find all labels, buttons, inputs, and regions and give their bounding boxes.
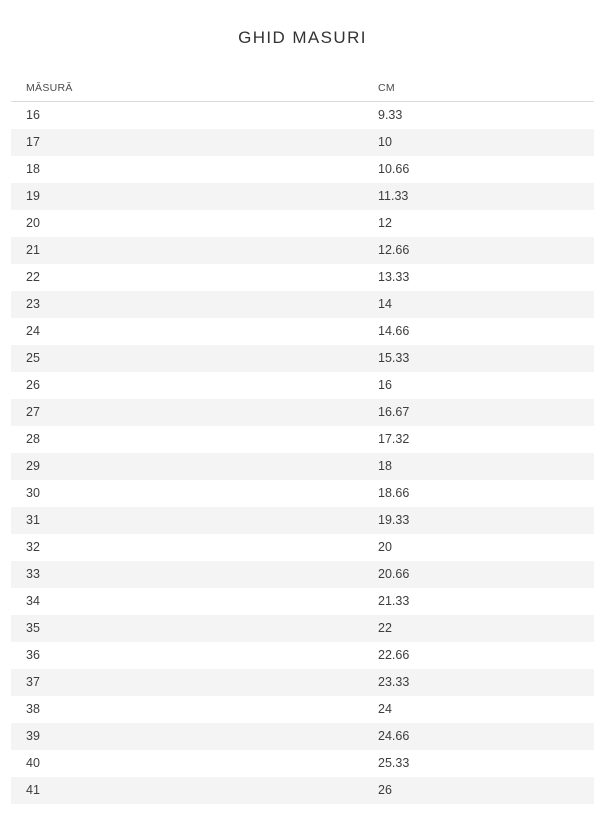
cell-cm: 18 [378,459,392,473]
cell-cm: 20.66 [378,567,410,581]
table-row: 26 16 [11,372,594,399]
cell-size: 18 [26,162,40,176]
table-row: 34 21.33 [11,588,594,615]
table-row: 38 24 [11,696,594,723]
cell-cm: 16.67 [378,405,410,419]
table-row: 31 19.33 [11,507,594,534]
table-row: 19 11.33 [11,183,594,210]
cell-cm: 11.33 [378,189,409,203]
cell-size: 25 [26,351,40,365]
cell-size: 24 [26,324,40,338]
cell-cm: 14 [378,297,392,311]
table-row: 35 22 [11,615,594,642]
column-header-cm: CM [363,82,594,102]
cell-cm: 13.33 [378,270,410,284]
cell-cm: 12 [378,216,392,230]
cell-size: 29 [26,459,40,473]
table-row: 39 24.66 [11,723,594,750]
table-row: 22 13.33 [11,264,594,291]
cell-size: 40 [26,756,40,770]
table-row: 24 14.66 [11,318,594,345]
column-header-size: MĂSURĂ [11,82,363,102]
cell-cm: 22.66 [378,648,410,662]
cell-cm: 22 [378,621,392,635]
cell-cm: 26 [378,783,392,797]
cell-size: 26 [26,378,40,392]
table-row: 40 25.33 [11,750,594,777]
cell-cm: 21.33 [378,594,410,608]
cell-size: 34 [26,594,40,608]
cell-cm: 17.32 [378,432,410,446]
table-body: 16 9.33 17 10 18 10.66 19 11.33 20 12 21 12.66 22 13.… [11,101,594,804]
cell-size: 39 [26,729,40,743]
table-row: 41 26 [11,777,594,804]
cell-size: 22 [26,270,40,284]
cell-size: 36 [26,648,40,662]
table-row: 32 20 [11,534,594,561]
cell-size: 17 [26,135,40,149]
table-row: 28 17.32 [11,426,594,453]
cell-size: 19 [26,189,40,203]
cell-size: 33 [26,567,40,581]
cell-cm: 10.66 [378,162,410,176]
cell-cm: 20 [378,540,392,554]
cell-size: 23 [26,297,40,311]
size-guide-table: MĂSURĂ CM 16 9.33 17 10 18 10.66 19 11.33 20 12 21… [11,82,594,804]
cell-size: 28 [26,432,40,446]
cell-size: 27 [26,405,40,419]
table-row: 33 20.66 [11,561,594,588]
cell-cm: 12.66 [378,243,410,257]
cell-cm: 25.33 [378,756,410,770]
cell-size: 30 [26,486,40,500]
table-row: 25 15.33 [11,345,594,372]
cell-size: 16 [26,108,40,122]
cell-cm: 15.33 [378,351,410,365]
cell-cm: 9.33 [378,108,403,122]
table-head: MĂSURĂ CM [11,82,594,102]
cell-size: 37 [26,675,40,689]
table-row: 21 12.66 [11,237,594,264]
cell-cm: 24 [378,702,392,716]
table-row: 36 22.66 [11,642,594,669]
cell-size: 38 [26,702,40,716]
cell-cm: 16 [378,378,392,392]
table-row: 18 10.66 [11,156,594,183]
cell-size: 21 [26,243,40,257]
cell-cm: 10 [378,135,392,149]
cell-size: 20 [26,216,40,230]
cell-cm: 18.66 [378,486,410,500]
cell-size: 35 [26,621,40,635]
cell-cm: 14.66 [378,324,410,338]
table-row: 27 16.67 [11,399,594,426]
cell-size: 31 [26,513,40,527]
cell-size: 41 [26,783,40,797]
table-row: 23 14 [11,291,594,318]
table-row: 20 12 [11,210,594,237]
cell-cm: 24.66 [378,729,410,743]
table-row: 17 10 [11,129,594,156]
page-title: GHID MASURI [238,28,367,47]
cell-cm: 19.33 [378,513,410,527]
table-row: 37 23.33 [11,669,594,696]
table-row: 16 9.33 [11,101,594,129]
cell-size: 32 [26,540,40,554]
table-row: 30 18.66 [11,480,594,507]
cell-cm: 23.33 [378,675,410,689]
size-table-container: MĂSURĂ CM 16 9.33 17 10 18 10.66 19 11.33 20 12 21… [0,82,605,804]
table-header-row: MĂSURĂ CM [11,82,594,102]
table-row: 29 18 [11,453,594,480]
